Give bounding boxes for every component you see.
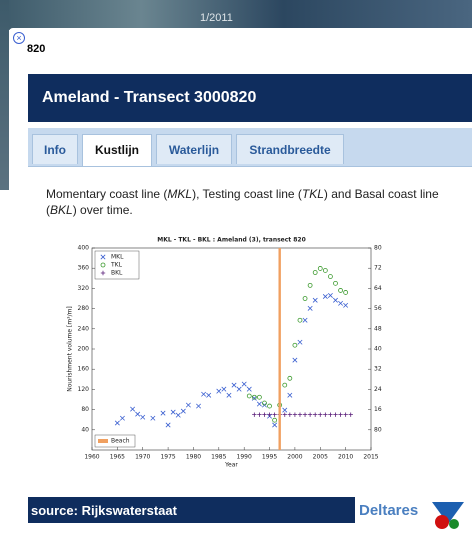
- legend-label: TKL: [110, 262, 123, 269]
- y-tick-label: 320: [78, 285, 90, 292]
- x-tick-label: 1970: [135, 454, 150, 461]
- y2-tick-label: 160: [374, 406, 382, 413]
- y2-tick-label: 640: [374, 285, 382, 292]
- description-text: BKL: [50, 203, 73, 217]
- description-text: Momentary coast line (: [46, 187, 167, 201]
- bar: [278, 248, 280, 450]
- footer-text: source: Rijkswaterstaat: [31, 503, 177, 518]
- x-tick-label: 1985: [211, 454, 226, 461]
- y2-tick-label: 480: [374, 325, 382, 332]
- x-tick-label: 2015: [363, 454, 378, 461]
- x-tick-label: 1990: [237, 454, 252, 461]
- y-tick-label: 200: [78, 346, 90, 353]
- y2-tick-label: 320: [374, 366, 382, 373]
- y-tick-label: 360: [78, 265, 90, 272]
- y2-tick-label: 240: [374, 386, 382, 393]
- description-text: ) over time.: [73, 203, 133, 217]
- y-tick-label: 160: [78, 366, 90, 373]
- x-axis-label: Year: [224, 462, 238, 469]
- x-tick-label: 1995: [262, 454, 277, 461]
- y-tick-label: 280: [78, 305, 90, 312]
- tab[interactable]: Waterlijn: [156, 134, 232, 164]
- legend-label: MKL: [111, 254, 124, 261]
- x-tick-label: 1975: [160, 454, 175, 461]
- y2-tick-label: 560: [374, 305, 382, 312]
- y-tick-label: 400: [78, 245, 90, 252]
- y2-tick-label: 80: [374, 426, 382, 433]
- tab[interactable]: Strandbreedte: [236, 134, 344, 164]
- y-tick-label: 40: [81, 426, 89, 433]
- x-tick-label: 1960: [84, 454, 99, 461]
- y-tick-label: 240: [78, 325, 90, 332]
- x-tick-label: 2010: [338, 454, 353, 461]
- y2-tick-label: 400: [374, 346, 382, 353]
- legend-label: Beach: [111, 438, 130, 445]
- description-text: MKL: [167, 187, 192, 201]
- x-tick-label: 2005: [313, 454, 328, 461]
- popup-id: 820: [27, 43, 45, 55]
- logo-dot: [449, 519, 459, 529]
- x-tick-label: 1980: [186, 454, 201, 461]
- map-background-left: [0, 0, 9, 190]
- chart-title: MKL - TKL - BKL : Ameland (3), transect …: [157, 237, 306, 244]
- x-tick-label: 1965: [110, 454, 125, 461]
- chart: MKL - TKL - BKL : Ameland (3), transect …: [62, 228, 382, 478]
- description-text: ), Testing coast line (: [192, 187, 302, 201]
- logo-dot: [435, 515, 449, 529]
- tab[interactable]: Info: [32, 134, 78, 164]
- x-tick-label: 2000: [287, 454, 302, 461]
- y-tick-label: 80: [81, 406, 89, 413]
- page: 1/2011 × 820 Ameland - Transect 3000820 …: [0, 0, 472, 534]
- y2-tick-label: 720: [374, 265, 382, 272]
- legend-marker: [98, 439, 108, 443]
- y-tick-label: 120: [78, 386, 90, 393]
- map-date: 1/2011: [200, 12, 233, 24]
- map-background: [0, 0, 472, 30]
- logo: Deltares: [359, 502, 418, 519]
- description: Momentary coast line (MKL), Testing coas…: [46, 186, 446, 218]
- description-text: TKL: [302, 187, 324, 201]
- header-title: Ameland - Transect 3000820: [42, 89, 256, 107]
- logo-icon: [428, 498, 468, 532]
- y2-tick-label: 800: [374, 245, 382, 252]
- legend-label: BKL: [111, 270, 123, 277]
- close-button[interactable]: ×: [13, 32, 25, 44]
- y-axis-label: Nourishment volume [m³/m]: [67, 306, 74, 392]
- tab[interactable]: Kustlijn: [82, 134, 152, 166]
